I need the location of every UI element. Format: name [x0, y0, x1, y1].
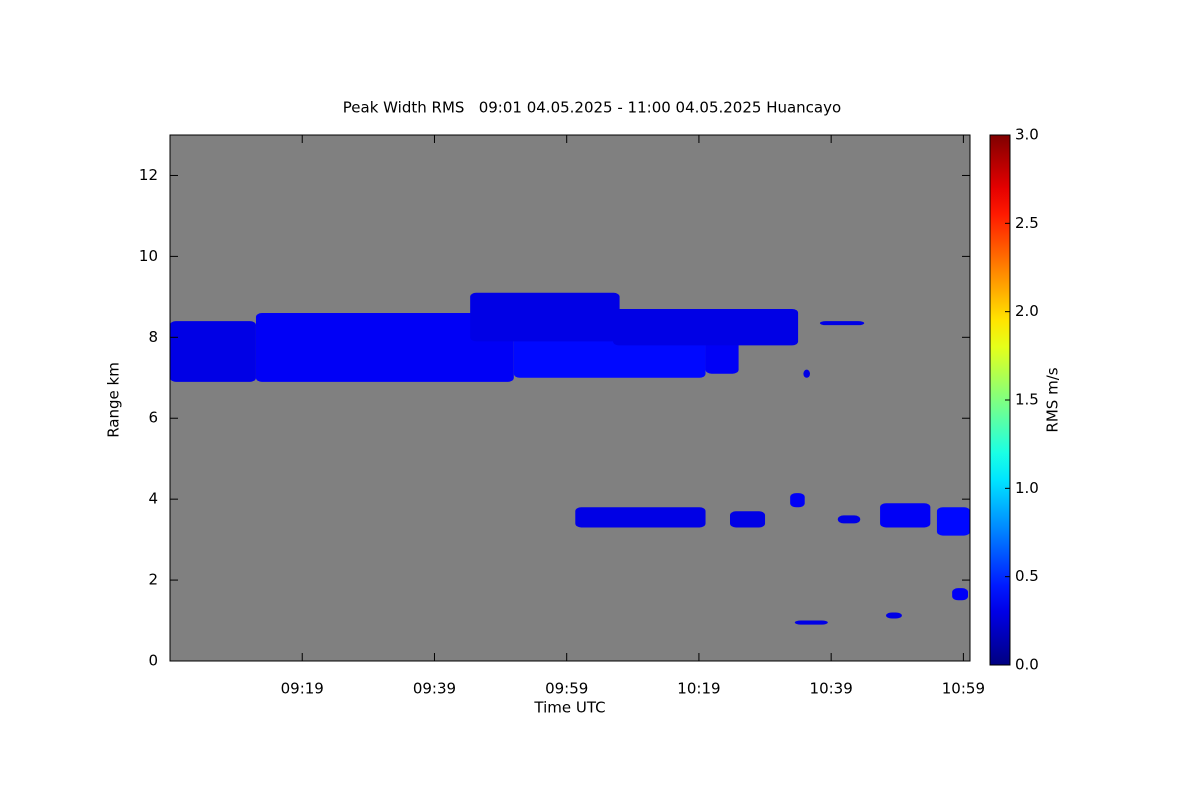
colorbar-tick-label: 2.5 [1015, 214, 1039, 232]
x-tick-label: 09:19 [281, 680, 324, 698]
x-tick-label: 10:39 [810, 680, 853, 698]
y-tick-label: 8 [148, 328, 158, 346]
colorbar-label: RMS m/s [1044, 367, 1062, 432]
chart-title: Peak Width RMS 09:01 04.05.2025 - 11:00 … [343, 99, 841, 117]
x-tick-label: 09:59 [545, 680, 588, 698]
colorbar-tick-label: 1.5 [1015, 391, 1039, 409]
x-tick-label: 10:59 [942, 680, 985, 698]
echo [170, 321, 256, 382]
echo [936, 507, 970, 536]
echo [612, 308, 799, 346]
plot-background [170, 135, 970, 661]
x-tick-label: 10:19 [677, 680, 720, 698]
y-tick-label: 4 [148, 490, 158, 508]
y-tick-label: 12 [139, 166, 158, 184]
y-axis-label: Range km [105, 362, 123, 438]
colorbar-tick-label: 0.0 [1015, 656, 1039, 674]
colorbar-tick-label: 3.0 [1015, 126, 1039, 144]
echo [886, 612, 902, 619]
colorbar-tick-label: 1.0 [1015, 479, 1039, 497]
echo [880, 503, 931, 528]
echo [470, 292, 620, 342]
y-tick-label: 2 [148, 571, 158, 589]
echo [819, 321, 865, 326]
y-tick-label: 0 [148, 652, 158, 670]
y-tick-label: 10 [139, 247, 158, 265]
plot-frame [169, 134, 971, 662]
echo [790, 493, 805, 508]
echo [575, 507, 706, 528]
echo [705, 337, 739, 374]
echo [952, 588, 969, 601]
echo [803, 369, 810, 378]
y-tick-label: 6 [148, 409, 158, 427]
x-tick-label: 09:39 [413, 680, 456, 698]
colorbar-tick-label: 2.0 [1015, 302, 1039, 320]
echo [794, 620, 828, 625]
x-axis-label: Time UTC [533, 699, 605, 717]
colorbar-tick-label: 0.5 [1015, 567, 1039, 585]
echo [730, 511, 766, 528]
echo [255, 313, 514, 382]
echo [837, 515, 861, 524]
